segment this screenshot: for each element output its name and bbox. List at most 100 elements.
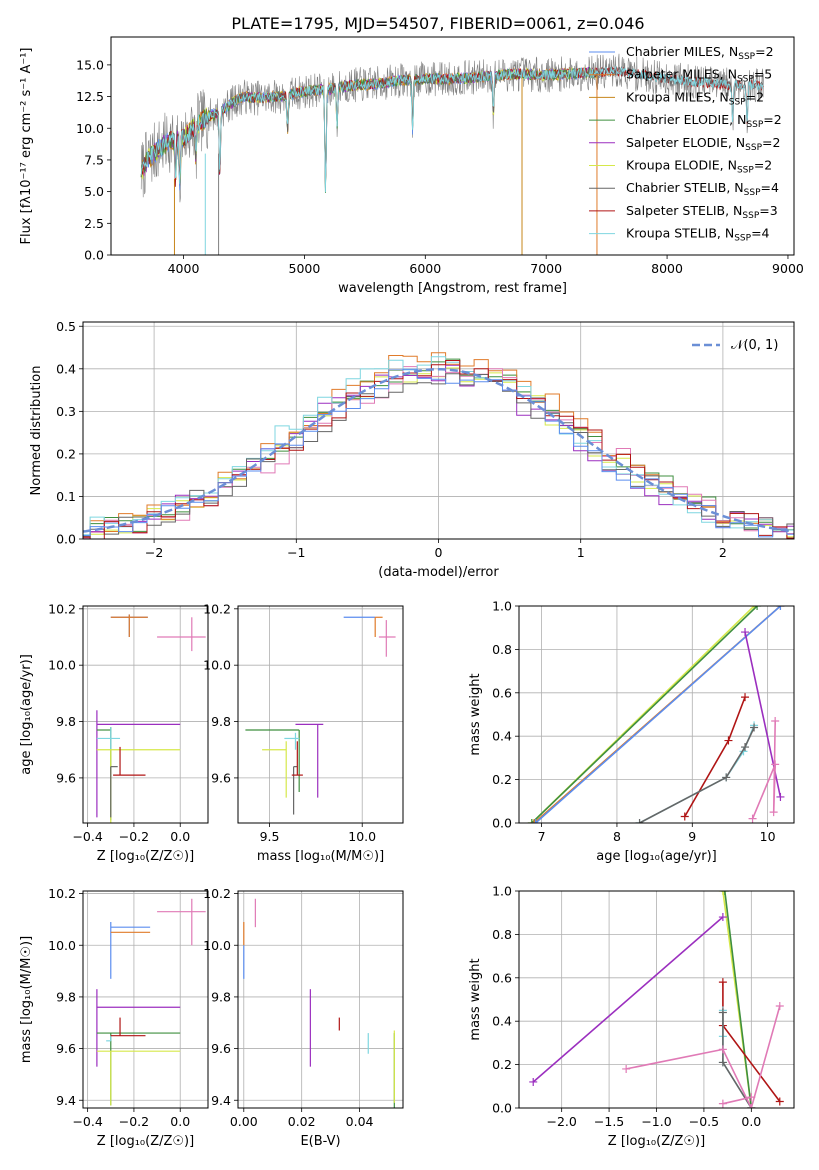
y-tick-label: 0.0	[492, 1101, 512, 1116]
x-tick-label: 9.5	[260, 829, 280, 844]
legend-label: Salpeter STELIB, NSSP=3	[626, 203, 778, 221]
x-tick-label: 4000	[168, 261, 200, 276]
weight-marker-salpeter_elodie	[718, 913, 727, 922]
weight-line-kroupa_stelib	[639, 725, 755, 823]
weight-marker-chabrier_elodie	[753, 606, 762, 610]
x-tick-label: 0.0	[170, 1114, 190, 1129]
plot-area	[245, 616, 396, 815]
weight-marker-chabrier_stelib	[722, 773, 731, 782]
x-tick-label: −2.0	[546, 1114, 576, 1129]
y-tick-label: 9.8	[56, 989, 76, 1004]
weight-marker-chabrier_stelib	[718, 1008, 727, 1017]
y-axis-label: mass weight	[468, 958, 483, 1040]
x-tick-label: 0.02	[288, 1114, 316, 1129]
x-tick-label: 1	[577, 545, 585, 560]
weight-marker-pink	[718, 1045, 727, 1054]
y-tick-label: 0.4	[492, 729, 512, 744]
y-tick-label: 0.3	[56, 404, 76, 419]
y-tick-label: 0.0	[56, 532, 76, 547]
weight-line-pink	[626, 1005, 781, 1108]
plot-area	[96, 614, 206, 823]
age-vs-mass-panel: 9.5 10.0 9.6 9.8 10.0 10.2 mass [log₁₀(M/M☉)]	[203, 601, 404, 864]
y-tick-label: 5.0	[84, 184, 104, 199]
axes-frame	[518, 605, 795, 824]
y-tick-label: 15.0	[76, 57, 104, 72]
x-tick-label: 0.04	[346, 1114, 374, 1129]
weight-marker-salpeter_elodie	[776, 792, 785, 801]
y-tick-label: 10.0	[76, 121, 104, 136]
plot-area	[529, 891, 784, 1108]
y-tick-label: 9.4	[56, 1093, 76, 1108]
x-tick-label: 8	[613, 829, 621, 844]
x-axis-label: Z [log₁₀(Z/Z☉)]	[97, 1134, 194, 1149]
y-tick-label: 0.1	[56, 489, 76, 504]
age-vs-metallicity-panel: −0.4 −0.2 0.0 9.6 9.8 10.0 10.2 Z [log₁₀(Z/Z☉)]…	[19, 601, 209, 864]
x-axis-label: (data-model)/error	[378, 565, 499, 580]
x-axis-label: E(B-V)	[300, 1134, 340, 1149]
plot-area	[527, 606, 785, 823]
weight-marker-chabrier_stelib	[635, 819, 644, 823]
weight-marker-chabrier_elodie	[720, 891, 729, 895]
y-axis-label: mass weight	[468, 673, 483, 755]
y-tick-label: 9.4	[211, 1093, 231, 1108]
x-tick-label: 5000	[289, 261, 321, 276]
plot-area	[243, 898, 395, 1108]
y-axis-label: mass [log₁₀(M/M☉)]	[19, 936, 34, 1063]
weight-marker-chabrier_stelib	[750, 723, 759, 732]
weight-line-chabrier_elodie	[724, 891, 753, 1108]
x-tick-label: −1.5	[594, 1114, 624, 1129]
x-tick-label: 10	[760, 829, 776, 844]
weight-marker-salpeter_stelib	[724, 736, 733, 745]
weight-marker-salpeter_stelib	[741, 693, 750, 702]
plot-area	[140, 53, 764, 255]
y-tick-label: 0.2	[56, 446, 76, 461]
weight-marker-chabrier_stelib	[741, 743, 750, 752]
weight-line-chabrier_stelib	[639, 727, 755, 823]
x-tick-label: 0.0	[741, 1114, 761, 1129]
y-tick-label: 0.2	[492, 772, 512, 787]
axes-frame	[237, 605, 404, 824]
x-tick-label: 7	[538, 829, 546, 844]
residual-histogram-panel: −2 −1 0 1 2 0.0 0.1 0.2 0.3 0.4 0.5 (data-model)/er…	[29, 319, 795, 580]
weight-marker-pink	[769, 808, 778, 817]
legend-label: Kroupa ELODIE, NSSP=2	[626, 158, 772, 176]
spectrum-panel: 4000 5000 6000 7000 8000 9000 0.0 2.5 5.0 7.5 10.0…	[19, 36, 804, 296]
figure-title: PLATE=1795, MJD=54507, FIBERID=0061, z=0…	[231, 14, 644, 33]
legend-label: Chabrier MILES, NSSP=2	[626, 44, 774, 62]
mass-vs-ebv-panel: 0.00 0.02 0.04 9.4 9.6 9.8 10.0 10.2 E(B-V)	[203, 886, 404, 1149]
y-tick-label: 9.6	[56, 770, 76, 785]
weight-marker-pink	[771, 760, 780, 769]
y-tick-label: 1.0	[492, 599, 512, 614]
axes-frame	[110, 36, 795, 256]
plot-area	[83, 352, 794, 539]
legend-label: Kroupa MILES, NSSP=2	[626, 89, 764, 107]
y-axis-label: Normed distribution	[29, 366, 44, 496]
y-tick-label: 1.0	[492, 884, 512, 899]
x-tick-label: 7000	[530, 261, 562, 276]
y-tick-label: 0.0	[492, 816, 512, 831]
y-tick-label: 9.6	[56, 1041, 76, 1056]
x-tick-label: 10.0	[348, 829, 376, 844]
weight-marker-salpeter_stelib	[775, 1097, 784, 1106]
y-tick-label: 10.0	[48, 658, 76, 673]
legend-label: Salpeter MILES, NSSP=5	[626, 67, 772, 85]
y-axis-label: age [log₁₀(age/yr)]	[19, 654, 34, 775]
x-tick-label: −0.5	[689, 1114, 719, 1129]
weight-marker-chabrier_elodie	[527, 819, 536, 823]
legend-label: Chabrier STELIB, NSSP=4	[626, 180, 779, 198]
weight-marker-salpeter_miles	[530, 819, 539, 823]
x-tick-label: 2	[719, 545, 727, 560]
weight-marker-pink	[747, 1093, 756, 1102]
weight-line-salpeter_elodie	[532, 916, 724, 1083]
x-tick-label: −2	[145, 545, 163, 560]
weight-marker-chabrier_stelib	[718, 1058, 727, 1067]
y-tick-label: 0.4	[56, 361, 76, 376]
x-axis-label: Z [log₁₀(Z/Z☉)]	[608, 1134, 705, 1149]
y-tick-label: 10.2	[48, 601, 76, 616]
x-tick-label: −1.0	[641, 1114, 671, 1129]
y-tick-label: 10.2	[203, 886, 231, 901]
weight-line-pink	[751, 720, 776, 820]
legend-label: 𝒩(0, 1)	[731, 338, 778, 353]
y-tick-label: 12.5	[76, 89, 104, 104]
